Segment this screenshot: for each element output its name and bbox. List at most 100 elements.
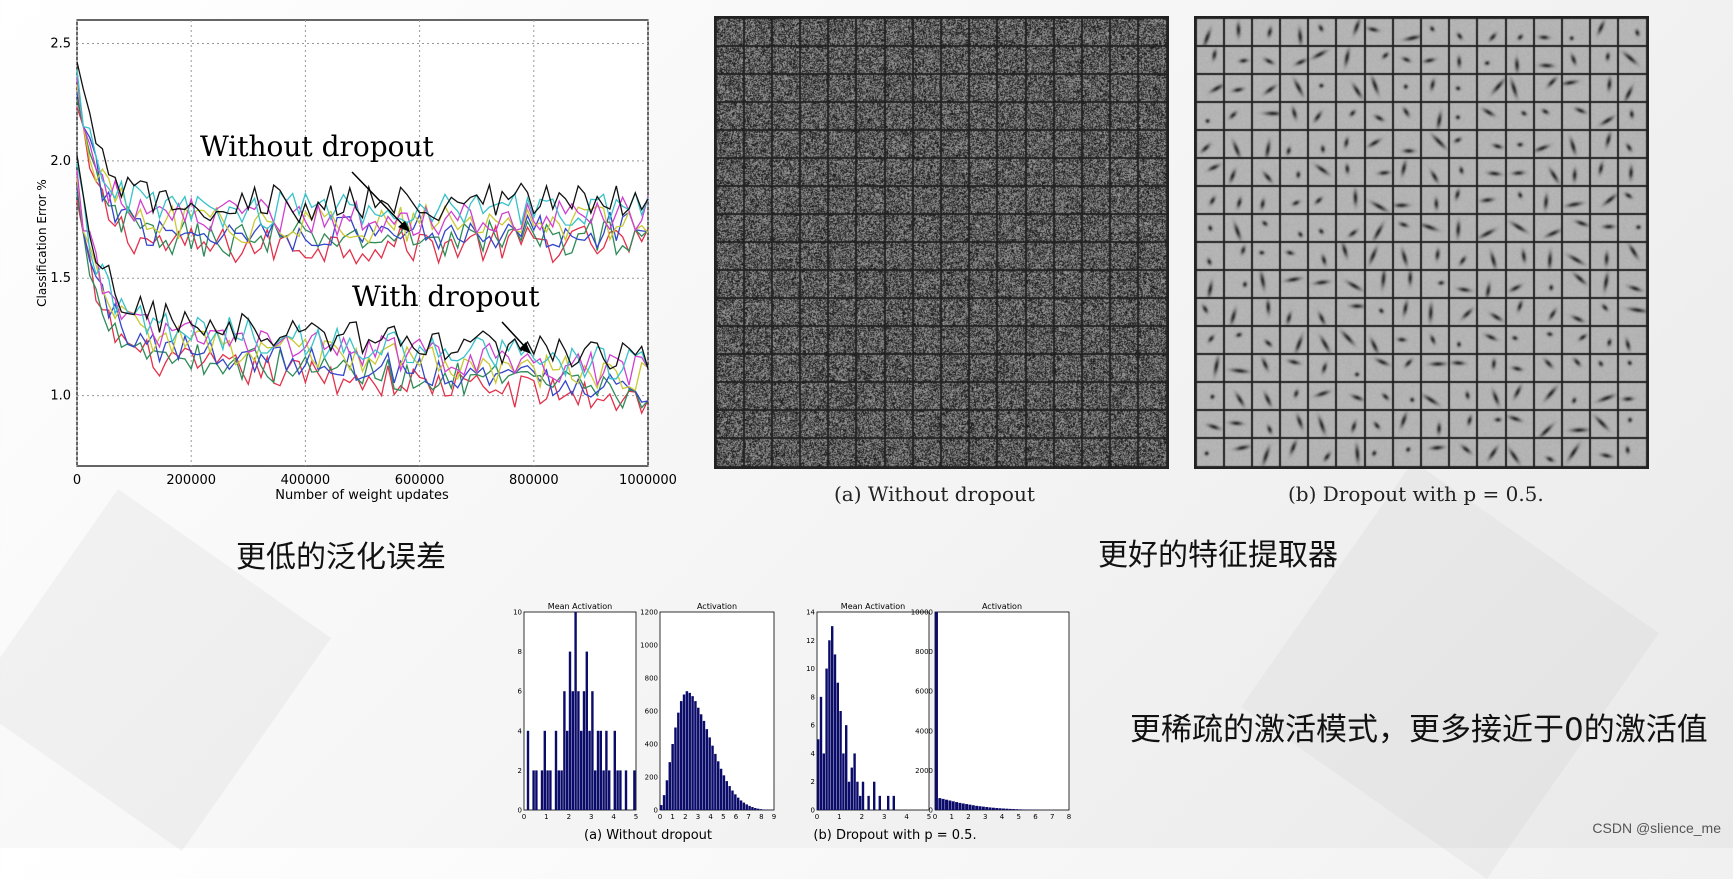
histogram-bar <box>546 770 548 810</box>
histogram-x-tick: 3 <box>589 813 593 821</box>
filter-grid-noise <box>716 18 1167 467</box>
histogram-y-tick: 1200 <box>640 609 658 617</box>
x-tick-label: 0 <box>73 473 81 488</box>
histogram-y-tick: 2000 <box>915 767 933 775</box>
histogram-x-tick: 4 <box>611 813 616 821</box>
caption-filters-b: (b) Dropout with p = 0.5. <box>1288 482 1544 506</box>
histogram-bar <box>671 744 673 810</box>
histogram-bar <box>817 739 819 810</box>
histogram-frame <box>935 612 1069 810</box>
histogram-y-tick: 8 <box>518 648 522 656</box>
histogram-bar <box>594 770 596 810</box>
filters-with-dropout <box>1194 16 1649 469</box>
histogram-bar <box>608 770 610 810</box>
histogram-bar <box>935 612 938 810</box>
histogram-bar <box>837 683 839 810</box>
histogram-bar <box>859 796 861 810</box>
histogram-bar <box>1019 809 1022 810</box>
filters-without-dropout <box>714 16 1169 469</box>
histogram-x-tick: 1 <box>544 813 548 821</box>
histogram-x-tick: 1 <box>670 813 674 821</box>
histogram-bar <box>680 701 682 810</box>
histogram-bar <box>842 753 844 810</box>
histogram-bar <box>999 808 1002 810</box>
histogram-bar <box>1009 809 1012 810</box>
histogram-x-tick: 4 <box>708 813 713 821</box>
histogram-bar <box>541 770 543 810</box>
histogram-title: Mean Activation <box>841 602 905 611</box>
x-tick-label: 600000 <box>395 473 445 488</box>
histogram-bar <box>975 806 978 810</box>
histogram-bar <box>887 796 889 810</box>
histogram-x-tick: 7 <box>1050 813 1054 821</box>
y-tick-label: 1.0 <box>50 389 71 404</box>
histogram-bar <box>633 770 635 810</box>
histogram-bar <box>731 791 733 810</box>
watermark: CSDN @slience_me <box>1592 820 1721 836</box>
histogram-y-tick: 600 <box>645 708 658 716</box>
x-axis-label: Number of weight updates <box>275 488 449 503</box>
histogram-x-tick: 5 <box>634 813 638 821</box>
histogram-bar <box>549 770 551 810</box>
histogram-bar <box>748 806 750 810</box>
histogram-x-tick: 1 <box>837 813 841 821</box>
histogram-bar <box>965 804 968 810</box>
histogram-bar <box>845 725 847 810</box>
histogram-bar <box>726 781 728 810</box>
histogram-x-tick: 9 <box>772 813 776 821</box>
x-tick-label: 800000 <box>509 473 559 488</box>
histogram-bar <box>677 713 679 810</box>
histogram-x-tick: 4 <box>904 813 909 821</box>
histogram-bar <box>893 796 895 810</box>
histogram-bar <box>717 761 719 810</box>
histogram-bar <box>734 794 736 810</box>
histogram-x-tick: 0 <box>658 813 662 821</box>
histogram-bar <box>851 768 853 810</box>
histogram-bar <box>577 691 579 810</box>
annotation-without-dropout: Without dropout <box>200 130 435 163</box>
histogram-y-tick: 6 <box>518 688 523 696</box>
histogram-title: Activation <box>982 602 1022 611</box>
y-tick-label: 2.5 <box>50 36 71 51</box>
histogram-bar <box>723 775 725 810</box>
histogram-y-tick: 4 <box>518 727 523 735</box>
histogram-bar <box>691 696 693 810</box>
histogram-bar <box>938 798 941 810</box>
histogram-x-tick: 2 <box>860 813 864 821</box>
histogram-x-tick: 0 <box>933 813 937 821</box>
histogram-x-tick: 8 <box>759 813 763 821</box>
histogram-bar <box>831 626 833 810</box>
histogram-bar <box>563 691 565 810</box>
histogram-bar <box>700 714 702 810</box>
histogram-bar <box>527 731 529 810</box>
histogram-x-tick: 2 <box>966 813 970 821</box>
histogram-bar <box>588 731 590 810</box>
histogram-bar <box>1005 809 1008 810</box>
histogram-bar <box>955 802 958 810</box>
histogram-bar <box>686 691 688 810</box>
histogram-bar <box>580 731 582 810</box>
histogram-x-tick: 3 <box>983 813 987 821</box>
histogram-bar <box>839 711 841 810</box>
histogram-bar <box>751 807 753 810</box>
histogram-bar <box>972 805 975 810</box>
histogram-bar <box>992 808 995 810</box>
histogram-y-tick: 12 <box>806 637 815 645</box>
histogram-bar <box>560 770 562 810</box>
background-shape <box>1241 461 1659 879</box>
histogram-bar <box>619 770 621 810</box>
annotation-with-dropout: With dropout <box>352 280 540 313</box>
histogram-bar <box>597 731 599 810</box>
histogram-bar <box>706 729 708 810</box>
histogram-bar <box>856 782 858 810</box>
histogram-bar <box>853 753 855 810</box>
histogram-bar <box>1002 809 1005 811</box>
histogram-bar <box>532 770 534 810</box>
histogram-bar <box>862 782 864 810</box>
histogram-bar <box>614 731 616 810</box>
histogram-bar <box>625 770 627 810</box>
